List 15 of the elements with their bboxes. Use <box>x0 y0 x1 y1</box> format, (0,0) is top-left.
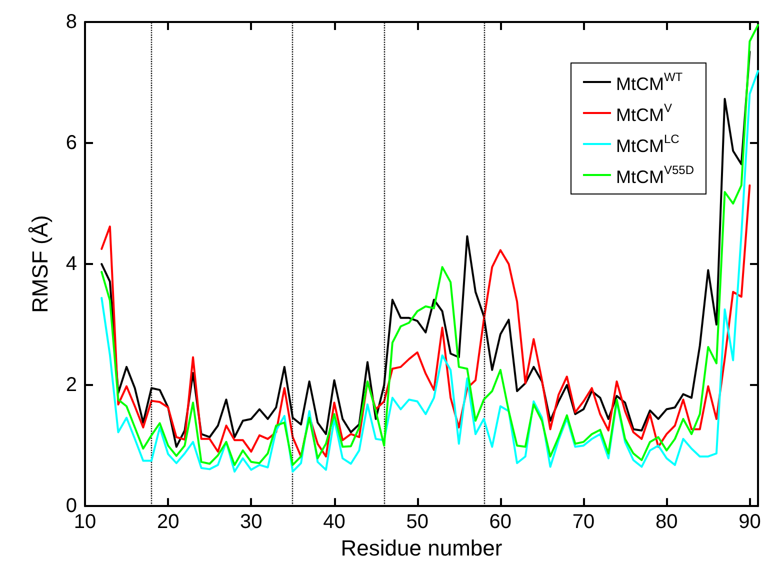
y-tick-label: 6 <box>66 132 77 154</box>
x-tick-label: 80 <box>655 511 678 534</box>
x-tick-label: 30 <box>240 511 262 534</box>
x-tick-label: 60 <box>489 511 512 534</box>
x-tick-label: 90 <box>738 511 761 534</box>
x-tick-label: 40 <box>323 511 346 534</box>
y-tick-label: 2 <box>66 374 77 396</box>
y-axis-title: RMSF (Å) <box>28 215 52 313</box>
y-tick-label: 8 <box>66 11 77 33</box>
x-tick-label: 20 <box>156 511 180 534</box>
y-tick-label: 4 <box>66 253 77 276</box>
line-series <box>100 184 751 458</box>
x-tick-label: 50 <box>406 511 428 534</box>
x-tick-label: 70 <box>572 511 595 534</box>
x-axis-title: Residue number <box>340 536 502 560</box>
